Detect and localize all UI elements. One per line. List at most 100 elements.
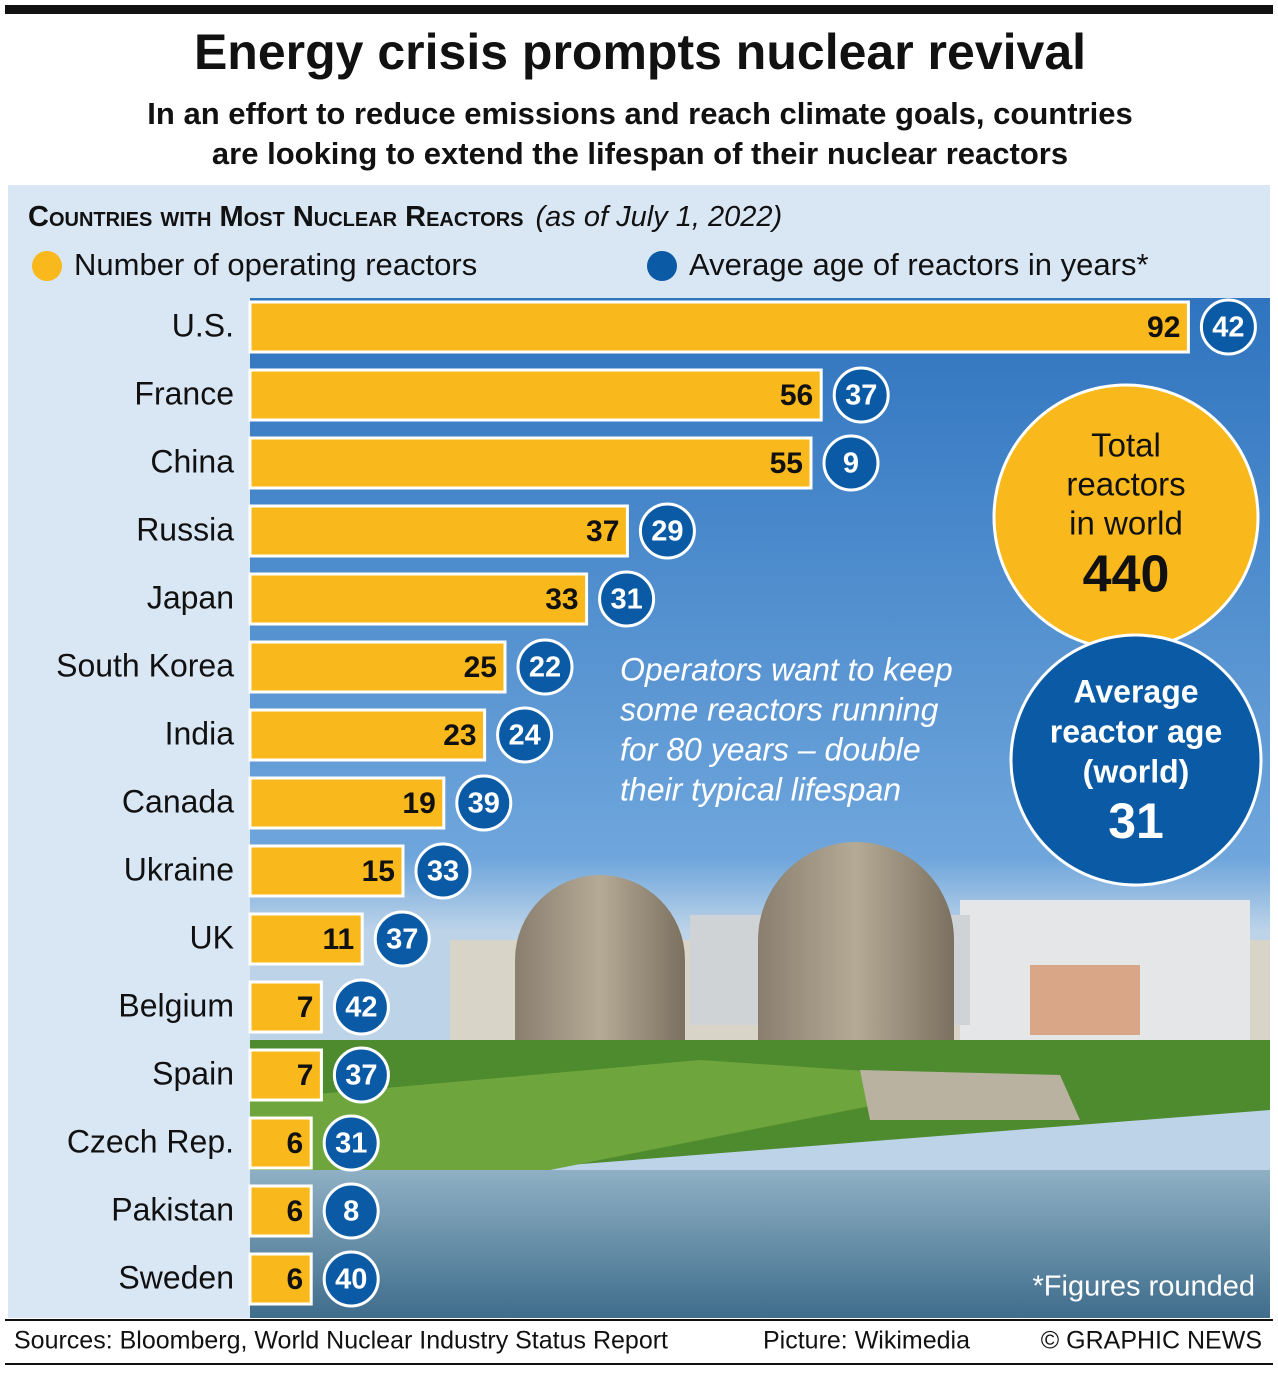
age-marker xyxy=(496,706,554,764)
bar xyxy=(248,708,487,762)
value-label: 19 xyxy=(402,787,435,820)
sources: Sources: Bloomberg, World Nuclear Indust… xyxy=(14,1327,668,1355)
value-label: 6 xyxy=(287,1195,304,1228)
value-label: 11 xyxy=(322,923,354,956)
category-label: Canada xyxy=(122,783,234,819)
age-label: 42 xyxy=(1212,312,1244,344)
age-label: 8 xyxy=(343,1196,359,1228)
age-label: 39 xyxy=(468,788,500,820)
category-label: South Korea xyxy=(56,647,234,683)
bar xyxy=(248,368,823,422)
average-circle xyxy=(1009,633,1263,887)
value-label: 23 xyxy=(443,719,476,752)
average-value: 31 xyxy=(1108,793,1164,849)
age-label: 31 xyxy=(335,1128,367,1160)
age-label: 40 xyxy=(335,1264,367,1296)
bar xyxy=(248,776,446,830)
age-marker xyxy=(332,978,390,1036)
category-label: China xyxy=(150,443,234,479)
value-label: 7 xyxy=(297,1059,314,1092)
bar xyxy=(248,912,364,966)
age-marker xyxy=(516,638,574,696)
age-marker xyxy=(832,366,890,424)
age-label: 22 xyxy=(529,652,561,684)
date: (as of July 1, 2022) xyxy=(536,201,783,233)
age-marker xyxy=(1199,298,1257,356)
title: Energy crisis prompts nuclear revival xyxy=(194,24,1086,80)
age-marker xyxy=(322,1182,380,1240)
category-label: UK xyxy=(190,919,234,955)
subtitle: are looking to extend the lifespan of th… xyxy=(212,136,1068,171)
bar xyxy=(248,844,405,898)
average-label: (world) xyxy=(1083,753,1190,789)
age-marker xyxy=(598,570,656,628)
legend-label: Average age of reactors in years* xyxy=(689,247,1149,282)
age-label: 42 xyxy=(345,992,377,1024)
age-marker xyxy=(332,1046,390,1104)
value-label: 33 xyxy=(545,583,578,616)
total-label: reactors xyxy=(1066,466,1185,503)
average-label: reactor age xyxy=(1050,713,1223,749)
age-label: 37 xyxy=(386,924,418,956)
bar xyxy=(248,1184,313,1238)
bar xyxy=(248,300,1190,354)
bar xyxy=(248,1116,313,1170)
category-label: Russia xyxy=(136,511,234,547)
total-label: Total xyxy=(1091,427,1161,464)
bar xyxy=(248,572,589,626)
average-label: Average xyxy=(1073,673,1198,709)
age-marker xyxy=(414,842,472,900)
heading: Countries with Most Nuclear Reactors xyxy=(28,201,524,233)
age-label: 37 xyxy=(845,380,877,412)
category-label: Ukraine xyxy=(124,851,234,887)
bar xyxy=(248,980,323,1034)
category-label: Pakistan xyxy=(111,1191,234,1227)
footnote: *Figures rounded xyxy=(1033,1271,1255,1303)
value-label: 55 xyxy=(770,447,803,480)
age-marker xyxy=(638,502,696,560)
age-marker xyxy=(322,1114,380,1172)
bar xyxy=(248,640,507,694)
category-label: Japan xyxy=(147,579,234,615)
value-label: 7 xyxy=(297,991,314,1024)
legend-label: Number of operating reactors xyxy=(74,247,477,282)
category-label: France xyxy=(134,375,234,411)
total-value: 440 xyxy=(1083,546,1170,604)
age-marker xyxy=(373,910,431,968)
value-label: 56 xyxy=(780,379,813,412)
chart-heading: Countries with Most Nuclear Reactors (as … xyxy=(28,201,782,233)
value-label: 6 xyxy=(287,1263,304,1296)
annotation: their typical lifespan xyxy=(620,771,901,807)
category-label: Belgium xyxy=(118,987,234,1023)
subtitle: In an effort to reduce emissions and rea… xyxy=(147,96,1132,131)
annotation: Operators want to keep xyxy=(620,651,953,687)
age-label: 24 xyxy=(508,720,540,752)
total-label: in world xyxy=(1069,505,1183,542)
age-label: 29 xyxy=(651,516,683,548)
age-label: 33 xyxy=(427,856,459,888)
annotation: for 80 years – double xyxy=(620,731,921,767)
legend-swatch xyxy=(32,251,62,281)
bar xyxy=(248,436,813,490)
bar xyxy=(248,504,629,558)
value-label: 6 xyxy=(287,1127,304,1160)
category-label: U.S. xyxy=(172,307,234,343)
copyright: © GRAPHIC NEWS xyxy=(1041,1327,1262,1355)
bar xyxy=(248,1252,313,1306)
category-label: Spain xyxy=(152,1055,234,1091)
category-label: India xyxy=(165,715,235,751)
category-label: Czech Rep. xyxy=(67,1123,234,1159)
annotation: some reactors running xyxy=(620,691,939,727)
legend-swatch xyxy=(647,251,677,281)
age-marker xyxy=(455,774,513,832)
picture-credit: Picture: Wikimedia xyxy=(763,1327,970,1355)
value-label: 92 xyxy=(1147,311,1180,344)
value-label: 37 xyxy=(586,515,619,548)
top-rule xyxy=(5,5,1273,14)
category-label: Sweden xyxy=(118,1259,234,1295)
value-label: 15 xyxy=(362,855,395,888)
age-label: 37 xyxy=(345,1060,377,1092)
age-marker xyxy=(322,1250,380,1308)
age-label: 31 xyxy=(610,584,642,616)
